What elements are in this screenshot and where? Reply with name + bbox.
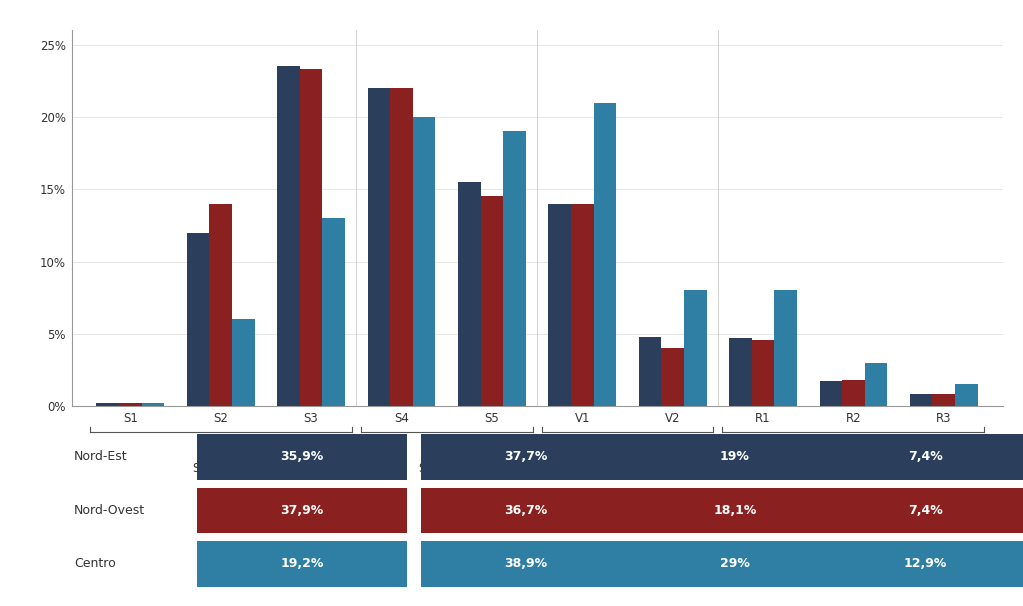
Text: Nord-Est: Nord-Est (74, 450, 128, 464)
Bar (503, 132, 526, 406)
Bar (842, 380, 864, 406)
FancyBboxPatch shape (197, 541, 407, 587)
Bar (661, 348, 684, 406)
Bar (390, 88, 413, 406)
Text: Nord-Ovest: Nord-Ovest (74, 504, 145, 517)
FancyBboxPatch shape (821, 541, 1023, 587)
Text: 29%: 29% (720, 558, 750, 570)
Bar (774, 290, 797, 406)
FancyBboxPatch shape (420, 541, 630, 587)
Text: Centro: Centro (74, 558, 116, 570)
Bar (933, 395, 955, 406)
Bar (119, 403, 141, 406)
Text: 19,2%: 19,2% (280, 558, 323, 570)
FancyBboxPatch shape (630, 434, 840, 480)
Bar (367, 88, 390, 406)
Bar (322, 218, 345, 406)
Text: 37,9%: 37,9% (280, 504, 323, 517)
Bar (638, 337, 661, 406)
Text: 37,7%: 37,7% (503, 450, 547, 464)
FancyBboxPatch shape (197, 487, 407, 533)
Text: Sicurezza: Sicurezza (192, 462, 249, 475)
FancyBboxPatch shape (420, 434, 630, 480)
Text: 19%: 19% (720, 450, 750, 464)
Text: 36,7%: 36,7% (503, 504, 547, 517)
Bar (909, 395, 933, 406)
Text: Solvibilità: Solvibilità (417, 462, 476, 475)
Text: Rischio: Rischio (833, 462, 875, 475)
Bar (571, 204, 593, 406)
Bar (300, 69, 322, 406)
Text: 7,4%: 7,4% (908, 504, 943, 517)
Bar (141, 403, 165, 406)
Bar (819, 381, 842, 406)
FancyBboxPatch shape (821, 487, 1023, 533)
Bar (232, 319, 255, 406)
Bar (481, 196, 503, 406)
FancyBboxPatch shape (821, 434, 1023, 480)
Text: 38,9%: 38,9% (504, 558, 547, 570)
Bar (96, 403, 119, 406)
Bar (752, 339, 774, 406)
Text: Vulnerabilità: Vulnerabilità (590, 462, 665, 475)
Text: 7,4%: 7,4% (908, 450, 943, 464)
FancyBboxPatch shape (420, 487, 630, 533)
Bar (210, 204, 232, 406)
Text: 12,9%: 12,9% (904, 558, 947, 570)
Bar (548, 204, 571, 406)
Bar (187, 233, 210, 406)
Bar (729, 338, 752, 406)
Text: 35,9%: 35,9% (280, 450, 323, 464)
Bar (864, 362, 887, 406)
Bar (684, 290, 707, 406)
Bar (413, 117, 436, 406)
Bar (593, 102, 616, 406)
Text: 18,1%: 18,1% (713, 504, 757, 517)
FancyBboxPatch shape (630, 487, 840, 533)
FancyBboxPatch shape (630, 541, 840, 587)
Bar (458, 182, 481, 406)
Bar (277, 67, 300, 406)
Bar (955, 384, 978, 406)
FancyBboxPatch shape (197, 434, 407, 480)
